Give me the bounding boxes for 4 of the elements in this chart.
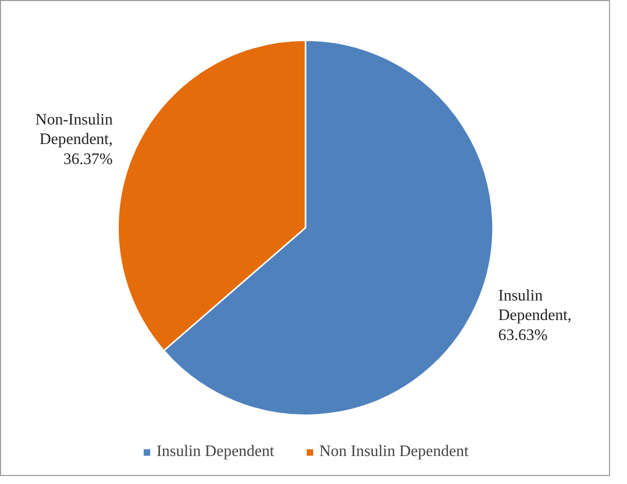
legend-label: Non Insulin Dependent (319, 443, 469, 461)
data-label: Non-Insulin Dependent, 36.37% (35, 112, 113, 168)
data-label: Insulin Dependent, 63.63% (498, 288, 572, 344)
legend-label: Insulin Dependent (156, 443, 274, 461)
